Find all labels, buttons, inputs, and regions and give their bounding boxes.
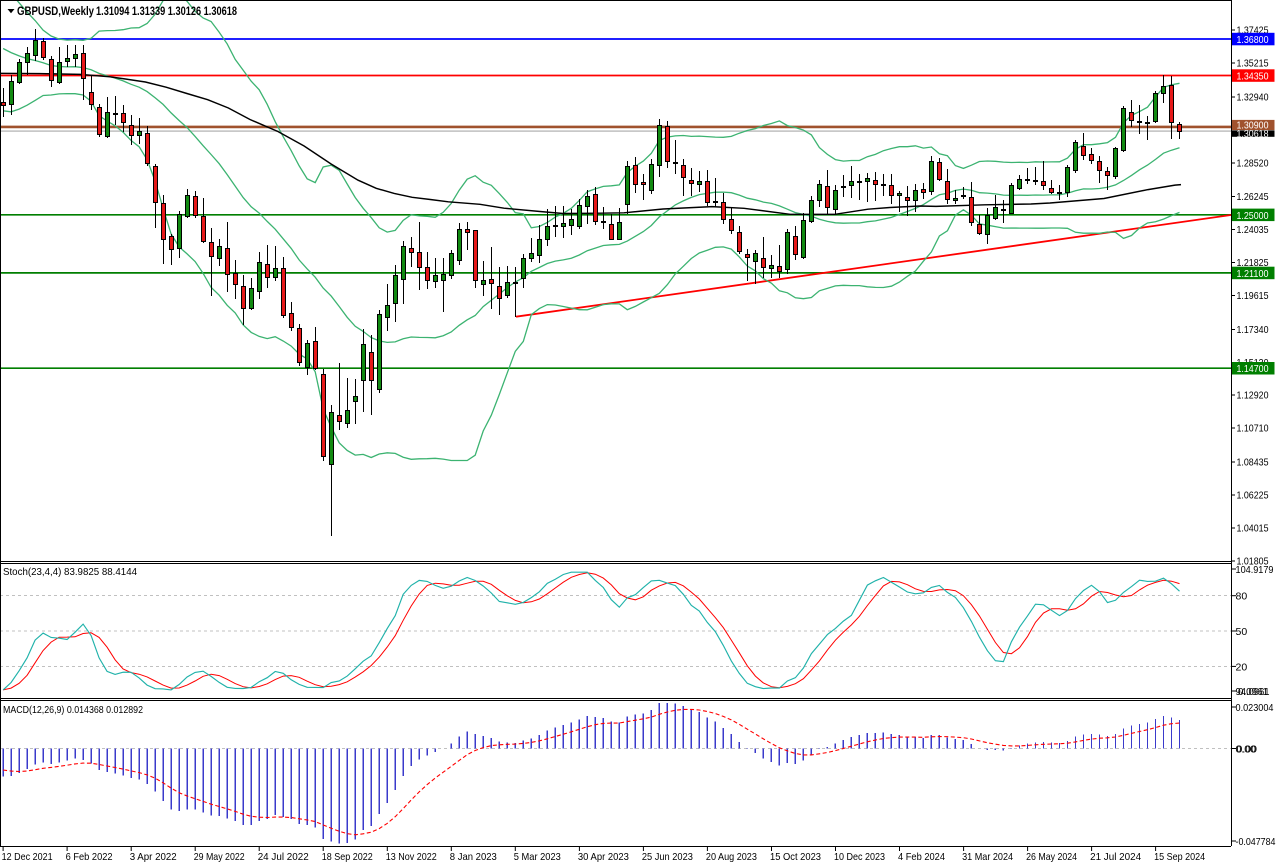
svg-text:15 Oct 2023: 15 Oct 2023 xyxy=(770,851,821,863)
svg-text:20 Aug 2023: 20 Aug 2023 xyxy=(706,851,757,863)
svg-text:50: 50 xyxy=(1236,626,1248,638)
svg-text:0.00: 0.00 xyxy=(1236,744,1257,756)
svg-text:18 Sep 2022: 18 Sep 2022 xyxy=(322,851,373,863)
svg-text:80: 80 xyxy=(1236,591,1248,603)
svg-text:20: 20 xyxy=(1236,661,1248,673)
svg-text:6 Feb 2022: 6 Feb 2022 xyxy=(66,851,113,863)
svg-text:1.30900: 1.30900 xyxy=(1237,120,1269,132)
svg-text:29 May 2022: 29 May 2022 xyxy=(194,851,245,863)
svg-text:12 Dec 2021: 12 Dec 2021 xyxy=(2,851,53,863)
svg-text:MACD(12,26,9) 0.014368 0.01289: MACD(12,26,9) 0.014368 0.012892 xyxy=(3,704,143,716)
svg-text:1.28520: 1.28520 xyxy=(1237,157,1269,169)
svg-text:0.00: 0.00 xyxy=(1237,744,1258,756)
svg-text:26 May 2024: 26 May 2024 xyxy=(1026,851,1077,863)
svg-text:1.26245: 1.26245 xyxy=(1237,191,1269,203)
svg-text:1.06225: 1.06225 xyxy=(1237,489,1269,501)
svg-text:30 Apr 2023: 30 Apr 2023 xyxy=(578,851,629,863)
svg-text:25 Jun 2023: 25 Jun 2023 xyxy=(642,851,693,863)
svg-text:1.17340: 1.17340 xyxy=(1237,324,1269,336)
svg-text:104.9179: 104.9179 xyxy=(1236,564,1274,576)
svg-text:1.21825: 1.21825 xyxy=(1237,257,1269,269)
svg-text:1.14700: 1.14700 xyxy=(1237,363,1269,375)
svg-text:1.04015: 1.04015 xyxy=(1237,522,1269,534)
svg-text:1.34350: 1.34350 xyxy=(1237,71,1269,83)
svg-text:Stoch(23,4,4) 83.9825 88.4144: Stoch(23,4,4) 83.9825 88.4144 xyxy=(3,566,137,578)
svg-text:1.08435: 1.08435 xyxy=(1237,457,1269,469)
svg-text:3 Apr 2022: 3 Apr 2022 xyxy=(130,851,177,863)
svg-text:1.24035: 1.24035 xyxy=(1237,224,1269,236)
svg-text:24 Jul 2022: 24 Jul 2022 xyxy=(258,851,309,863)
svg-text:0.023004: 0.023004 xyxy=(1236,702,1274,714)
svg-text:94.0961: 94.0961 xyxy=(1236,686,1270,698)
svg-text:1.35215: 1.35215 xyxy=(1237,58,1269,70)
svg-text:-0.047784: -0.047784 xyxy=(1236,836,1276,848)
svg-text:1.01805: 1.01805 xyxy=(1237,555,1269,567)
svg-text:1.30618: 1.30618 xyxy=(1237,128,1269,140)
svg-text:1.12920: 1.12920 xyxy=(1237,390,1269,402)
svg-text:31 Mar 2024: 31 Mar 2024 xyxy=(962,851,1013,863)
svg-text:1.36800: 1.36800 xyxy=(1237,34,1269,46)
svg-text:1.10710: 1.10710 xyxy=(1237,423,1269,435)
svg-text:21 Jul 2024: 21 Jul 2024 xyxy=(1090,851,1141,863)
svg-text:1.19615: 1.19615 xyxy=(1237,290,1269,302)
svg-text:1.32940: 1.32940 xyxy=(1237,92,1269,104)
svg-text:15 Sep 2024: 15 Sep 2024 xyxy=(1154,851,1205,863)
svg-text:8 Jan 2023: 8 Jan 2023 xyxy=(450,851,497,863)
svg-text:0.0961: 0.0961 xyxy=(1238,686,1268,698)
svg-text:1.31094 1.31339 1.30126 1.3061: 1.31094 1.31339 1.30126 1.30618 xyxy=(96,4,237,18)
svg-text:1.21100: 1.21100 xyxy=(1237,268,1269,280)
svg-text:4 Feb 2024: 4 Feb 2024 xyxy=(898,851,945,863)
svg-text:10 Dec 2023: 10 Dec 2023 xyxy=(834,851,885,863)
svg-text:5 Mar 2023: 5 Mar 2023 xyxy=(514,851,561,863)
svg-text:GBPUSD,Weekly: GBPUSD,Weekly xyxy=(17,4,94,18)
svg-text:13 Nov 2022: 13 Nov 2022 xyxy=(386,851,437,863)
svg-text:1.25000: 1.25000 xyxy=(1237,210,1269,222)
